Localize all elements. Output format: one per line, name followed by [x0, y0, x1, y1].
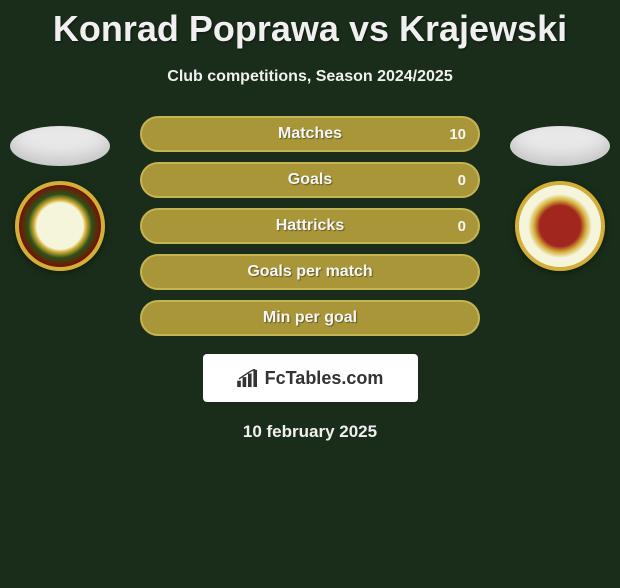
page-title: Konrad Poprawa vs Krajewski	[0, 8, 620, 50]
stat-label: Hattricks	[276, 217, 344, 235]
stat-label: Matches	[278, 125, 342, 143]
player-avatar-left	[10, 126, 110, 166]
stat-row-min-per-goal: Min per goal	[140, 300, 480, 336]
stat-value-right: 0	[458, 172, 466, 189]
chart-icon	[237, 369, 259, 387]
stat-label: Min per goal	[263, 309, 357, 327]
player-avatar-right	[510, 126, 610, 166]
site-name: FcTables.com	[265, 368, 384, 389]
club-logo-right	[515, 181, 605, 271]
date-text: 10 february 2025	[10, 422, 610, 442]
stat-label: Goals	[288, 171, 332, 189]
stat-label: Goals per match	[247, 263, 372, 281]
stat-value-right: 0	[458, 218, 466, 235]
stat-row-goals: Goals 0	[140, 162, 480, 198]
stat-row-hattricks: Hattricks 0	[140, 208, 480, 244]
comparison-area: Matches 10 Goals 0 Hattricks 0 Goals per…	[0, 116, 620, 442]
stat-value-right: 10	[449, 126, 466, 143]
subtitle: Club competitions, Season 2024/2025	[0, 68, 620, 86]
club-logo-left	[15, 181, 105, 271]
site-badge: FcTables.com	[203, 354, 418, 402]
stat-row-matches: Matches 10	[140, 116, 480, 152]
stat-row-goals-per-match: Goals per match	[140, 254, 480, 290]
